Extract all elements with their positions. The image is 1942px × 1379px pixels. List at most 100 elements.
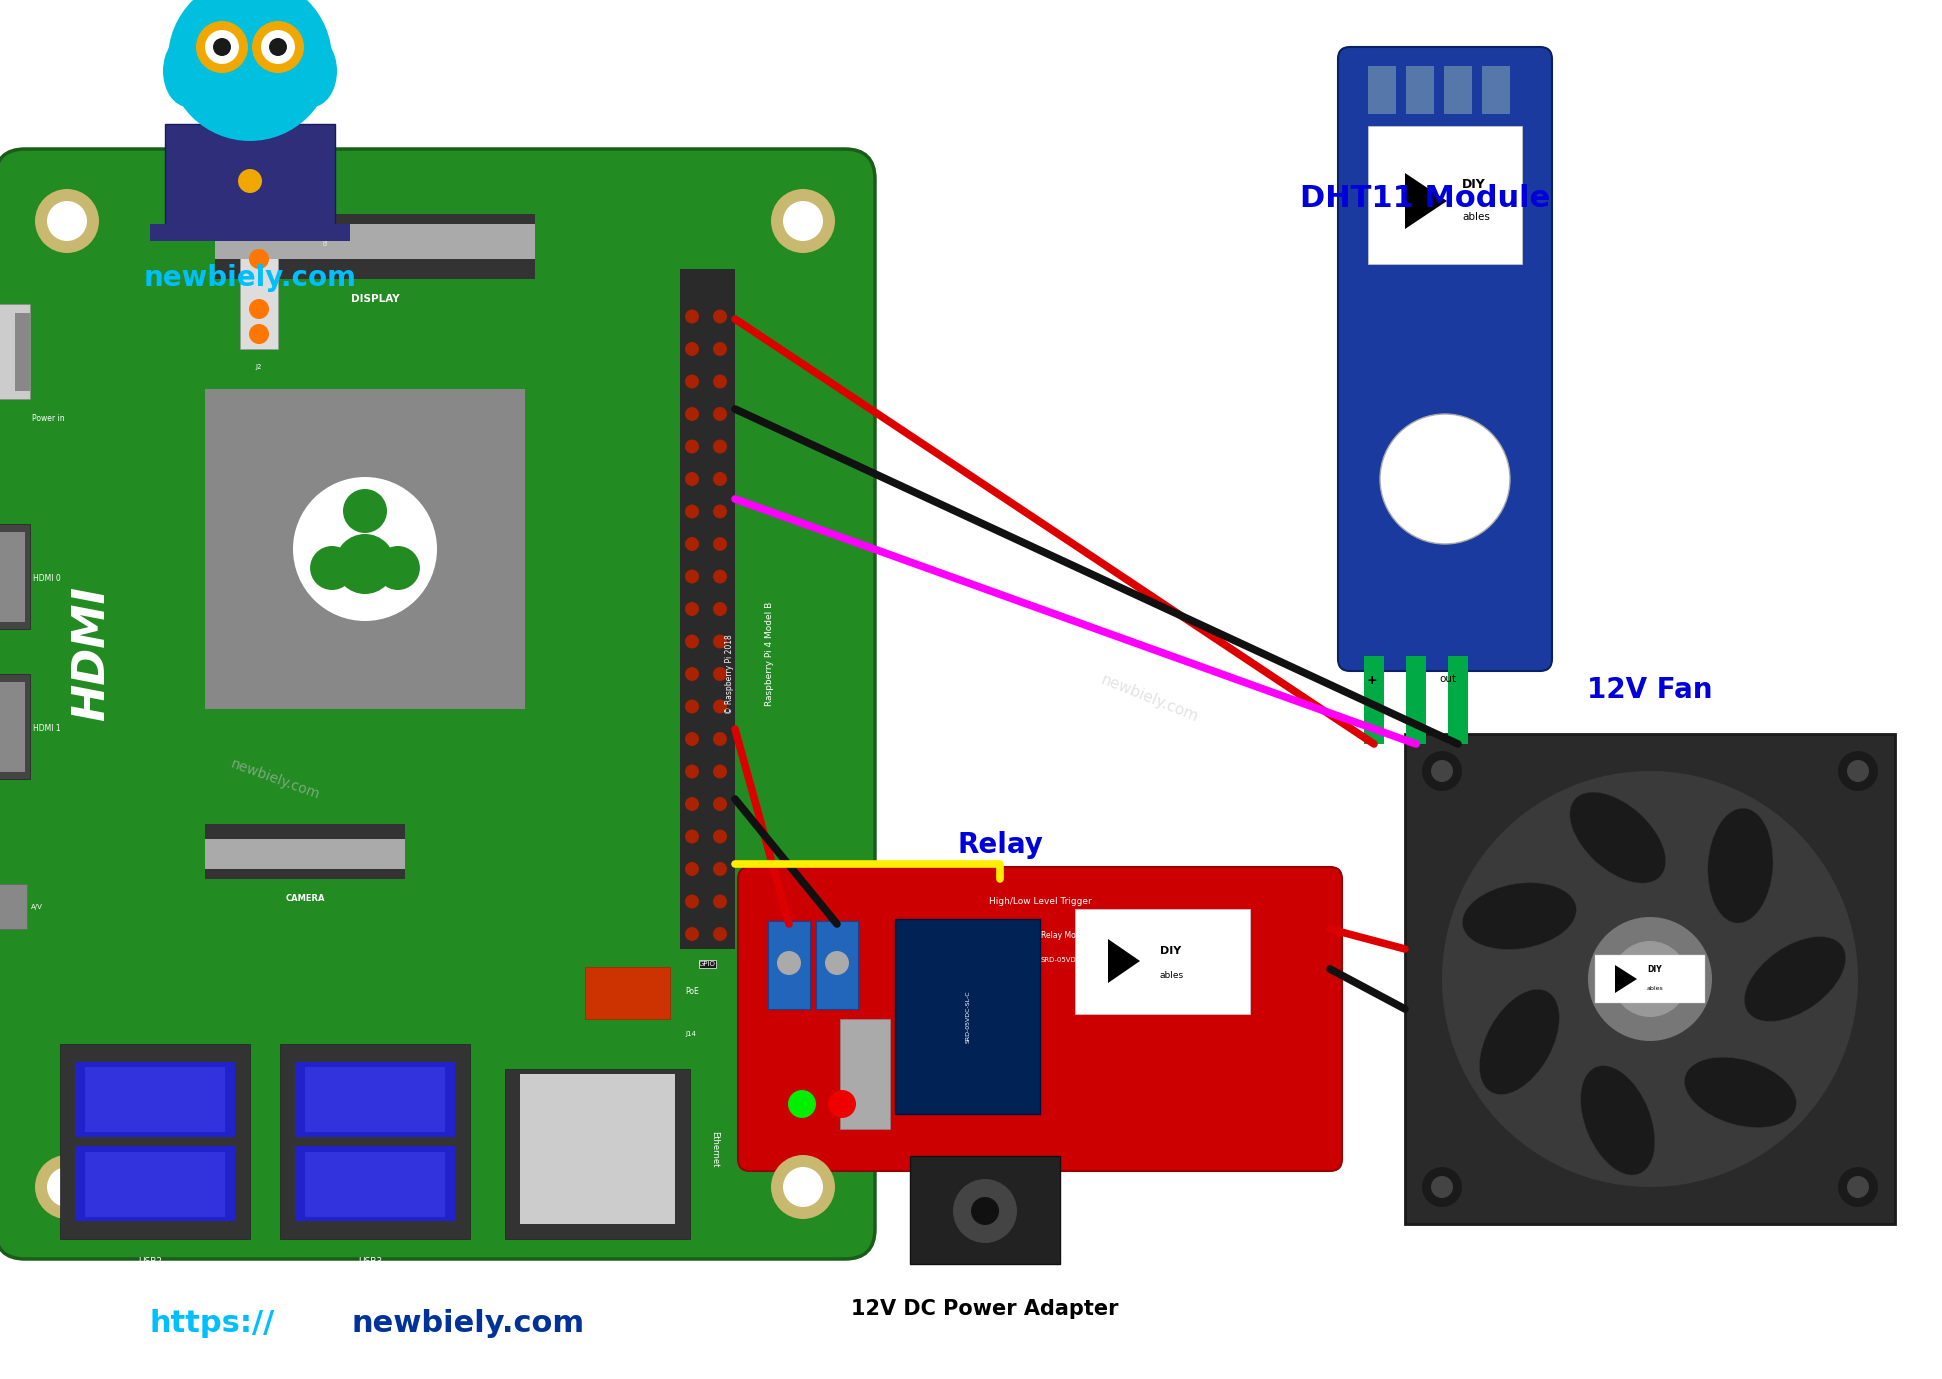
Text: DIY: DIY bbox=[1647, 964, 1662, 974]
Bar bbox=[85, 1067, 225, 1132]
Bar bbox=[216, 214, 534, 279]
Text: USB2: USB2 bbox=[138, 1258, 161, 1266]
Text: PoE: PoE bbox=[686, 987, 699, 997]
Bar bbox=[0, 303, 29, 399]
Ellipse shape bbox=[1744, 936, 1845, 1022]
Text: CAMERA: CAMERA bbox=[285, 894, 324, 903]
Circle shape bbox=[713, 342, 726, 356]
Bar bbox=[1482, 66, 1511, 114]
Circle shape bbox=[686, 830, 699, 844]
Ellipse shape bbox=[1707, 808, 1773, 923]
Circle shape bbox=[783, 201, 823, 241]
Circle shape bbox=[686, 570, 699, 583]
Text: RUN: RUN bbox=[297, 196, 307, 212]
Circle shape bbox=[1837, 1167, 1878, 1207]
Circle shape bbox=[686, 309, 699, 324]
Text: DIY
ables: DIY ables bbox=[1552, 349, 1571, 370]
Circle shape bbox=[686, 797, 699, 811]
Circle shape bbox=[686, 505, 699, 519]
Text: © Raspberry Pi 2018: © Raspberry Pi 2018 bbox=[726, 634, 734, 714]
Text: DIY: DIY bbox=[1462, 178, 1486, 190]
Text: SRD-05VDC-SL-C: SRD-05VDC-SL-C bbox=[1041, 957, 1099, 963]
Circle shape bbox=[713, 797, 726, 811]
Bar bbox=[280, 1044, 470, 1238]
Circle shape bbox=[1422, 752, 1462, 792]
Text: Raspberry Pi 4 Model B: Raspberry Pi 4 Model B bbox=[765, 601, 775, 706]
Circle shape bbox=[169, 0, 332, 141]
Bar bbox=[1406, 656, 1425, 745]
Circle shape bbox=[777, 952, 800, 975]
Ellipse shape bbox=[1462, 883, 1577, 950]
Text: HDMI 0: HDMI 0 bbox=[33, 575, 60, 583]
Circle shape bbox=[311, 546, 353, 590]
Bar bbox=[16, 313, 29, 392]
Polygon shape bbox=[1404, 172, 1447, 229]
Text: newbiely.com: newbiely.com bbox=[1099, 673, 1200, 725]
Circle shape bbox=[35, 1156, 99, 1219]
Text: out: out bbox=[1439, 674, 1456, 684]
Text: HDMI 1: HDMI 1 bbox=[33, 724, 60, 734]
Bar bbox=[1594, 956, 1705, 1003]
Bar bbox=[767, 921, 810, 1009]
Circle shape bbox=[713, 407, 726, 421]
Circle shape bbox=[293, 477, 437, 621]
Circle shape bbox=[1847, 760, 1868, 782]
Circle shape bbox=[713, 764, 726, 779]
Bar bbox=[911, 1156, 1060, 1265]
Circle shape bbox=[252, 21, 305, 73]
Text: J14: J14 bbox=[686, 1031, 695, 1037]
Text: GPIO: GPIO bbox=[699, 961, 717, 967]
Text: USB3: USB3 bbox=[357, 1258, 383, 1266]
Circle shape bbox=[713, 505, 726, 519]
Ellipse shape bbox=[1480, 989, 1559, 1095]
Circle shape bbox=[713, 536, 726, 552]
Circle shape bbox=[35, 189, 99, 252]
Circle shape bbox=[686, 440, 699, 454]
Circle shape bbox=[47, 201, 87, 241]
Text: A/V: A/V bbox=[31, 905, 43, 910]
Circle shape bbox=[47, 1167, 87, 1207]
Circle shape bbox=[686, 603, 699, 616]
Circle shape bbox=[1431, 760, 1453, 782]
Text: DHT11 Module: DHT11 Module bbox=[1299, 185, 1550, 214]
Circle shape bbox=[1431, 1176, 1453, 1198]
Circle shape bbox=[377, 546, 419, 590]
Bar bbox=[85, 1151, 225, 1218]
Circle shape bbox=[686, 407, 699, 421]
Circle shape bbox=[713, 309, 726, 324]
Bar bbox=[295, 1062, 454, 1138]
Text: newbiely.com: newbiely.com bbox=[699, 702, 800, 756]
Circle shape bbox=[713, 472, 726, 485]
Text: Ethernet: Ethernet bbox=[711, 1131, 719, 1167]
Circle shape bbox=[713, 634, 726, 648]
Ellipse shape bbox=[287, 34, 338, 108]
Bar bbox=[76, 1062, 235, 1138]
Circle shape bbox=[713, 570, 726, 583]
Circle shape bbox=[686, 634, 699, 648]
Bar bbox=[76, 1146, 235, 1220]
Circle shape bbox=[686, 699, 699, 713]
Bar bbox=[165, 124, 336, 229]
Text: newbiely.com: newbiely.com bbox=[352, 1310, 585, 1339]
Bar bbox=[0, 674, 29, 779]
Circle shape bbox=[239, 170, 262, 193]
Bar bbox=[895, 918, 1041, 1114]
Circle shape bbox=[249, 324, 270, 343]
Text: https://: https:// bbox=[150, 1310, 276, 1339]
Circle shape bbox=[713, 667, 726, 681]
Bar bbox=[1449, 656, 1468, 745]
Text: SRD-05VDC-SL-C: SRD-05VDC-SL-C bbox=[965, 990, 971, 1044]
Circle shape bbox=[713, 927, 726, 940]
Bar bbox=[295, 1146, 454, 1220]
Bar bbox=[0, 884, 27, 929]
Text: Relay: Relay bbox=[957, 832, 1043, 859]
Bar bbox=[206, 389, 524, 709]
Bar bbox=[1406, 66, 1433, 114]
Circle shape bbox=[713, 895, 726, 909]
Circle shape bbox=[713, 830, 726, 844]
Bar bbox=[206, 825, 406, 878]
Bar bbox=[241, 214, 278, 349]
Ellipse shape bbox=[1569, 792, 1666, 883]
Circle shape bbox=[1422, 1167, 1462, 1207]
Text: High/Low Level Trigger: High/Low Level Trigger bbox=[988, 896, 1091, 906]
